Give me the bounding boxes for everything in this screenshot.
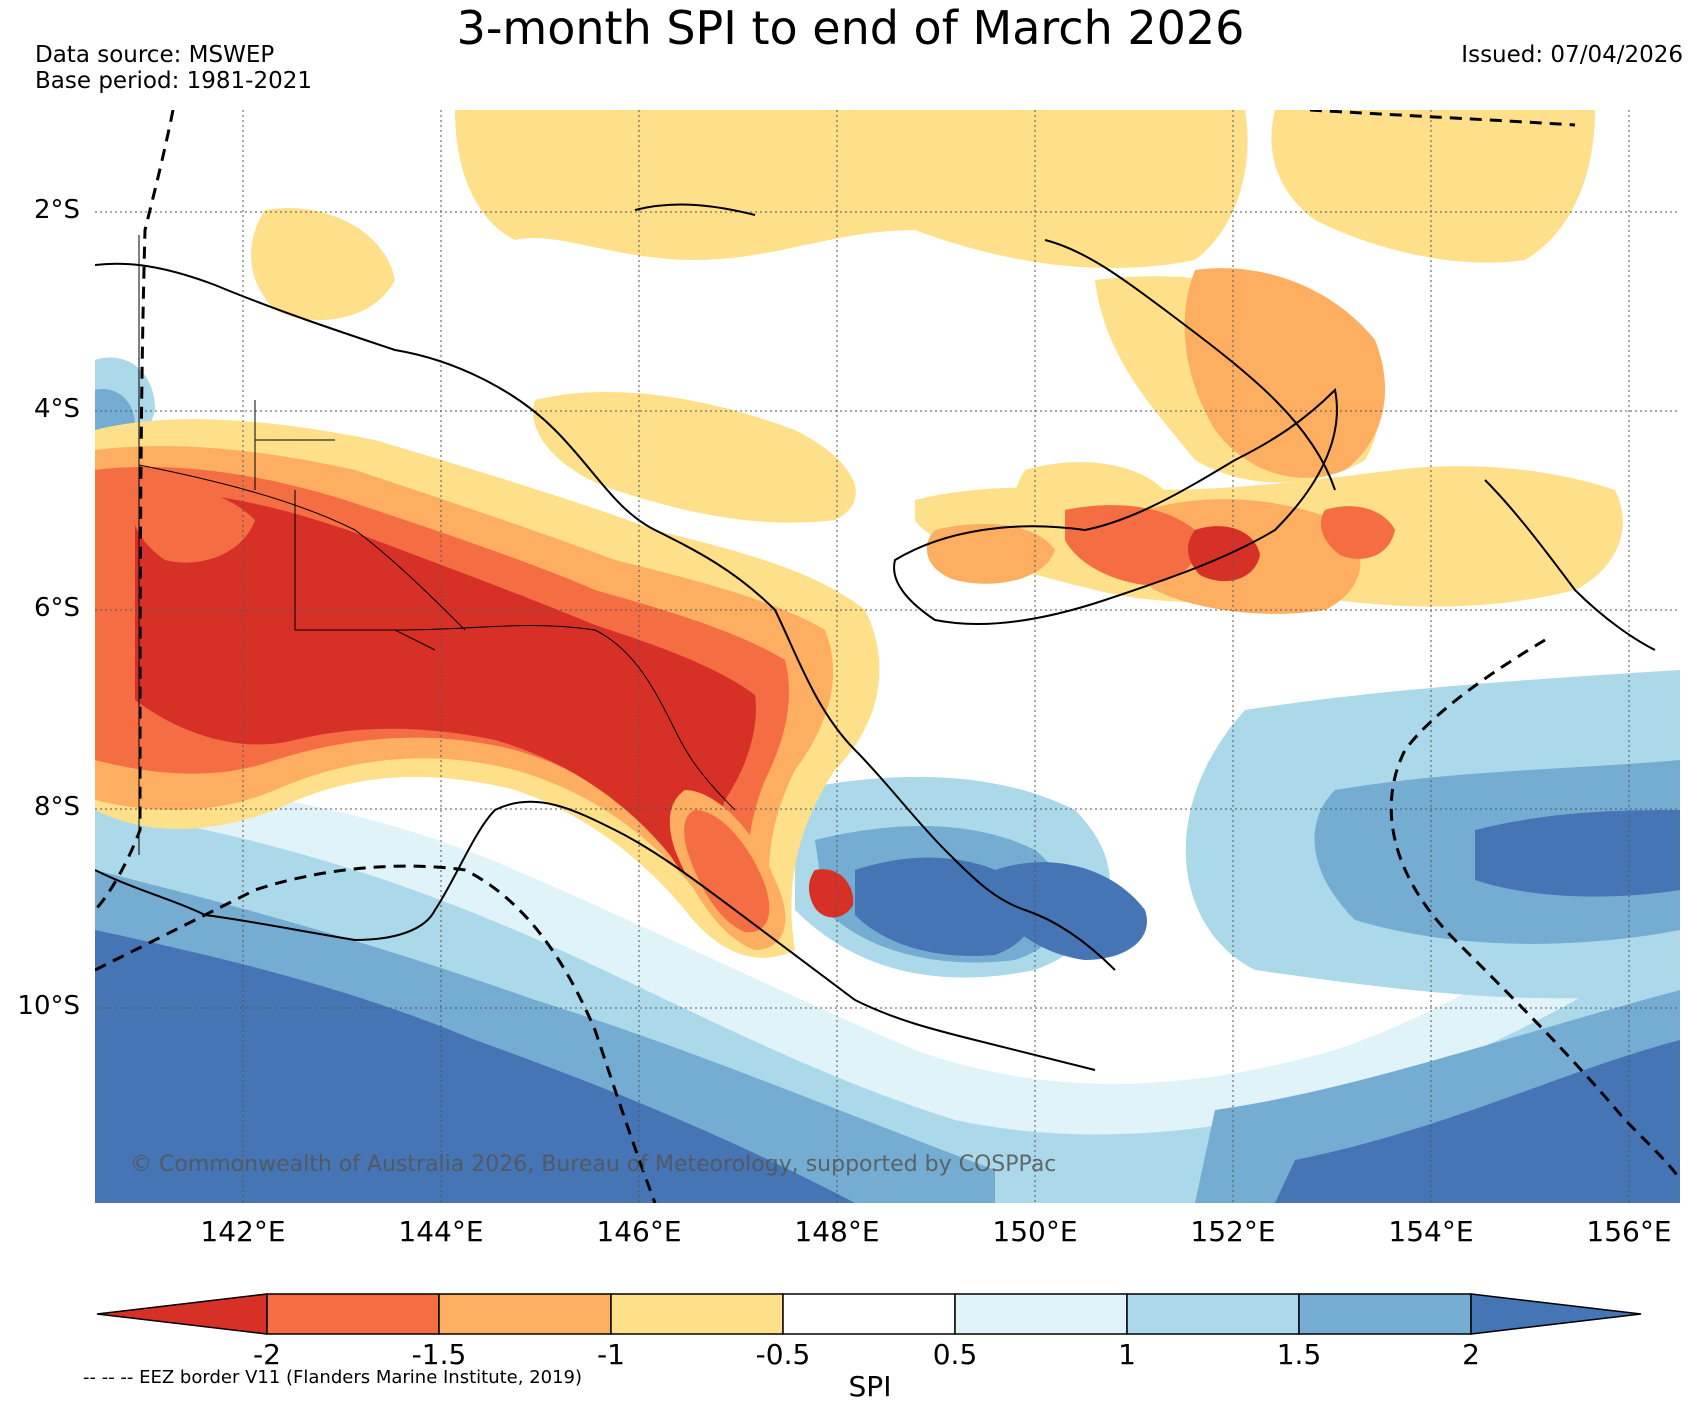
eez-borders	[95, 110, 1680, 1203]
colorbar-svg	[96, 1293, 1642, 1335]
lat-label-4s: 4°S	[33, 394, 80, 424]
lon-label-148e: 148°E	[794, 1215, 880, 1248]
eez-border-west	[95, 110, 175, 912]
colorbar-extend-low	[96, 1293, 268, 1335]
issued-date: Issued: 07/04/2026	[1461, 42, 1683, 68]
lon-label-156e: 156°E	[1586, 1215, 1672, 1248]
spi-map: © Commonwealth of Australia 2026, Bureau…	[95, 110, 1680, 1203]
lat-label-2s: 2°S	[33, 195, 80, 225]
spi-dry-region-mainland	[95, 268, 1623, 958]
lat-label-10s: 10°S	[17, 991, 80, 1021]
mainland-south-coast	[95, 800, 1096, 1071]
lon-label-142e: 142°E	[200, 1215, 286, 1248]
spi-wet-region-south	[95, 357, 1680, 1203]
lon-label-152e: 152°E	[1190, 1215, 1276, 1248]
mainland-north-coast	[95, 262, 1116, 971]
colorbar-tick-label: 1	[1118, 1338, 1136, 1371]
new-ireland-coast	[1044, 239, 1336, 491]
colorbar-segment	[438, 1293, 612, 1335]
colorbar-tick-label: -1	[597, 1338, 625, 1371]
colorbar-segments	[96, 1293, 1642, 1335]
base-period: Base period: 1981-2021	[35, 68, 313, 94]
map-title: 3-month SPI to end of March 2026	[456, 1, 1245, 55]
colorbar-tick-label: 1.5	[1276, 1338, 1322, 1371]
colorbar-tick-label: 2	[1462, 1338, 1480, 1371]
colorbar-segment	[782, 1293, 956, 1335]
colorbar-tick-label: -0.5	[755, 1338, 811, 1371]
colorbar-tick-label: 0.5	[932, 1338, 978, 1371]
map-metadata: Data source: MSWEP Base period: 1981-202…	[35, 42, 312, 94]
colorbar-segment	[610, 1293, 784, 1335]
colorbar-segment	[1298, 1293, 1472, 1335]
eez-border-south	[95, 864, 657, 1203]
lon-label-146e: 146°E	[596, 1215, 682, 1248]
map-credit: © Commonwealth of Australia 2026, Bureau…	[130, 1152, 1057, 1177]
coastlines	[95, 203, 1656, 1071]
eez-border-east	[1389, 638, 1680, 1181]
colorbar-extend-high	[1470, 1293, 1642, 1335]
lat-label-8s: 8°S	[33, 792, 80, 822]
colorbar-label: SPI	[848, 1370, 892, 1403]
spi-map-svg	[95, 110, 1680, 1203]
lon-label-150e: 150°E	[992, 1215, 1078, 1248]
colorbar	[95, 1292, 1655, 1340]
lon-label-154e: 154°E	[1388, 1215, 1474, 1248]
colorbar-segment	[1126, 1293, 1300, 1335]
eez-border-note: -- -- -- EEZ border V11 (Flanders Marine…	[83, 1367, 583, 1388]
colorbar-tick-label: -1.5	[411, 1338, 467, 1371]
data-source: Data source: MSWEP	[35, 42, 275, 68]
colorbar-segment	[954, 1293, 1128, 1335]
manus-coast	[634, 203, 756, 216]
colorbar-segment	[266, 1293, 440, 1335]
lat-label-6s: 6°S	[33, 593, 80, 623]
new-britain-coast	[893, 387, 1338, 625]
graticule	[95, 110, 1680, 1203]
colorbar-tick-label: -2	[253, 1338, 281, 1371]
lon-label-144e: 144°E	[398, 1215, 484, 1248]
bougainville-coast	[1484, 479, 1656, 651]
